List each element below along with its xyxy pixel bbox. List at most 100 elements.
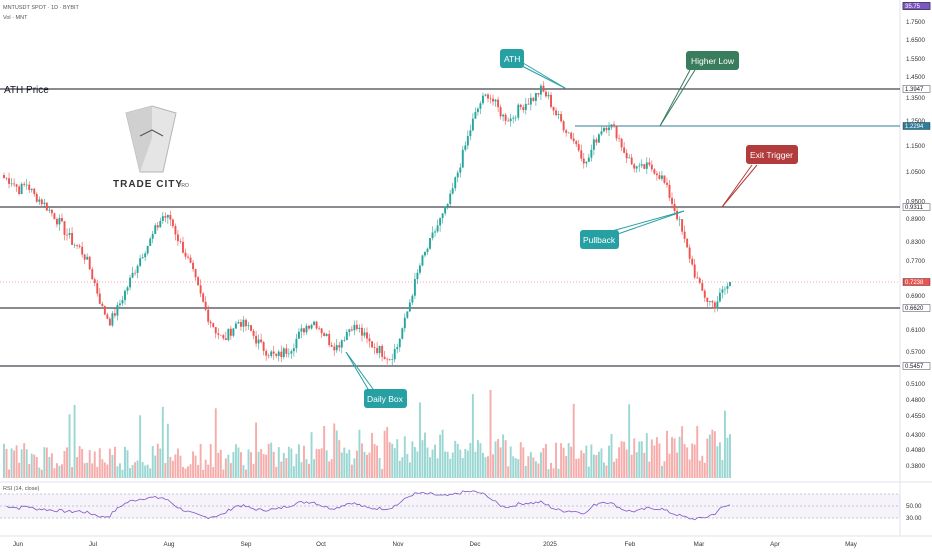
candle-body — [434, 231, 437, 233]
candle-body — [469, 130, 472, 137]
volume-bar — [129, 468, 131, 478]
volume-bar — [436, 458, 439, 478]
candle-body — [527, 103, 530, 105]
volume-bar — [522, 447, 525, 478]
volume-bar — [444, 451, 447, 478]
volume-bar — [550, 462, 552, 478]
volume-bar — [645, 433, 648, 478]
volume-bar — [608, 445, 610, 478]
candle-body — [411, 295, 414, 303]
exit-level-tag-text: 0.9311 — [905, 205, 924, 211]
volume-bar — [718, 442, 721, 478]
candle-body — [507, 120, 510, 122]
volume-bar — [693, 444, 696, 478]
candle-body — [222, 335, 225, 339]
candle-body — [660, 175, 663, 179]
volume-bar — [73, 404, 76, 478]
candle-body — [565, 130, 568, 133]
volume-bar — [166, 423, 169, 478]
candle-body — [408, 302, 411, 312]
volume-bar — [532, 457, 535, 478]
volume-bar — [502, 434, 505, 478]
candle-body — [711, 301, 714, 303]
volume-bar — [121, 469, 124, 478]
volume-bar — [623, 441, 626, 478]
volume-bar — [126, 450, 129, 478]
volume-bar — [610, 434, 613, 478]
volume-bar — [519, 442, 522, 478]
volume-bar — [335, 430, 338, 478]
volume-bar — [729, 434, 731, 478]
volume-bar — [149, 468, 152, 478]
candle-body — [708, 301, 711, 302]
candle-body — [209, 321, 212, 324]
volume-bar — [45, 447, 48, 478]
volume-bar — [401, 457, 404, 478]
candle-body — [517, 104, 520, 118]
candle-body — [98, 293, 101, 304]
candles — [3, 81, 731, 366]
volume-bar — [361, 443, 363, 478]
volume-bar — [600, 448, 603, 478]
candle-body — [610, 124, 613, 128]
volume-bar — [199, 443, 202, 478]
higher-low-level-tag-box — [902, 122, 931, 130]
candle-body — [413, 279, 416, 296]
volume-bar — [192, 451, 195, 478]
volume-bar — [66, 447, 68, 478]
candle-body — [272, 351, 275, 354]
candle-body — [267, 355, 270, 357]
candle-body — [250, 325, 252, 331]
volume-bar — [413, 447, 416, 478]
candle-body — [242, 319, 245, 327]
volume-bar — [176, 448, 179, 478]
candle-body — [257, 339, 260, 344]
candle-body — [494, 99, 497, 102]
candle-body — [542, 85, 545, 92]
volume-bar — [267, 443, 270, 478]
candle-body — [426, 248, 429, 253]
volume-bar — [280, 461, 283, 478]
volume-bar — [688, 459, 691, 478]
candle-body — [701, 282, 704, 291]
volume-bar — [396, 439, 399, 478]
price-tick-label: 0.8900 — [906, 216, 925, 223]
candle-body — [575, 141, 578, 145]
volume-bar — [398, 460, 401, 478]
candle-body — [479, 103, 482, 109]
volume-bar — [625, 449, 628, 478]
candle-body — [23, 183, 26, 185]
candle-body — [471, 118, 474, 131]
volume-bar — [424, 432, 426, 478]
candle-body — [451, 188, 454, 194]
volume-bar — [146, 464, 149, 478]
volume-bar — [35, 456, 38, 478]
candle-body — [721, 289, 724, 293]
rsi-header: RSI (14, close) — [3, 486, 40, 492]
candle-body — [716, 301, 719, 309]
volume-bar — [418, 402, 421, 478]
price-tick-label: 0.6900 — [906, 293, 925, 300]
volume-bar — [43, 447, 46, 478]
candle-body — [53, 213, 56, 220]
volume-bar — [209, 444, 212, 478]
price-tick-label: 1.5500 — [906, 56, 925, 63]
volume-bar — [383, 430, 386, 478]
candle-body — [418, 265, 421, 273]
volume-bar — [615, 458, 618, 478]
candle-body — [139, 258, 142, 266]
candle-body — [373, 347, 376, 349]
volume-bar — [446, 451, 449, 478]
candle-body — [502, 114, 505, 117]
time-tick-label: May — [845, 541, 858, 548]
candle-body — [363, 332, 366, 336]
volume-bar — [275, 466, 278, 478]
volume-bar — [655, 437, 658, 478]
candle-body — [48, 209, 51, 211]
candle-body — [308, 325, 310, 329]
candle-body — [277, 351, 280, 356]
candle-body — [207, 309, 210, 322]
volume-bar — [91, 463, 94, 478]
